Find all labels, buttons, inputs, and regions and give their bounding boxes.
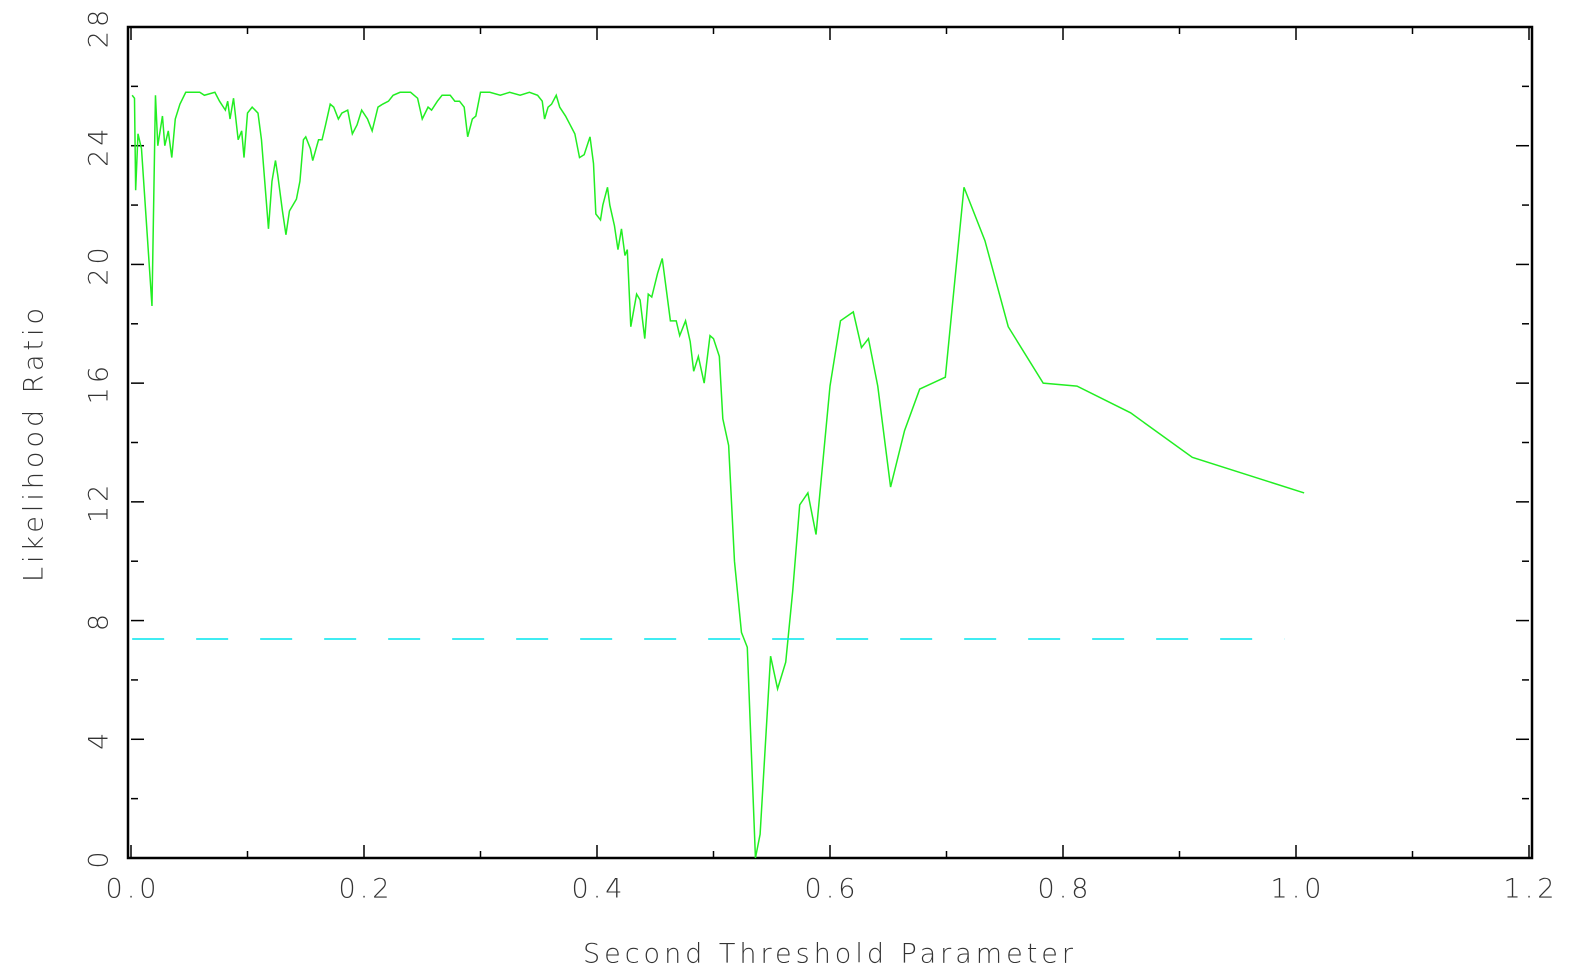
y-tick-label: 8 (84, 610, 115, 631)
y-tick-label: 24 (84, 125, 115, 167)
y-tick-label: 16 (84, 362, 115, 404)
x-tick-label: 0.2 (339, 874, 394, 905)
y-tick-label: 28 (84, 6, 115, 48)
x-tick-label: 1.0 (1271, 874, 1326, 905)
x-axis-title: Second Threshold Parameter (583, 939, 1077, 970)
y-axis-title: Likelihood Ratio (19, 304, 50, 582)
plot-frame (126, 25, 1534, 860)
x-tick-label: 0.6 (805, 874, 860, 905)
x-tick-label: 1.2 (1504, 874, 1559, 905)
x-tick-label: 0.8 (1038, 874, 1093, 905)
y-tick-label: 20 (84, 243, 115, 285)
y-tick-label: 0 (84, 847, 115, 868)
data-line (131, 91, 1305, 859)
y-tick-label: 12 (84, 481, 115, 523)
x-tick-label: 0.0 (106, 874, 161, 905)
x-tick-label: 0.4 (572, 874, 627, 905)
y-tick-label: 4 (84, 729, 115, 750)
